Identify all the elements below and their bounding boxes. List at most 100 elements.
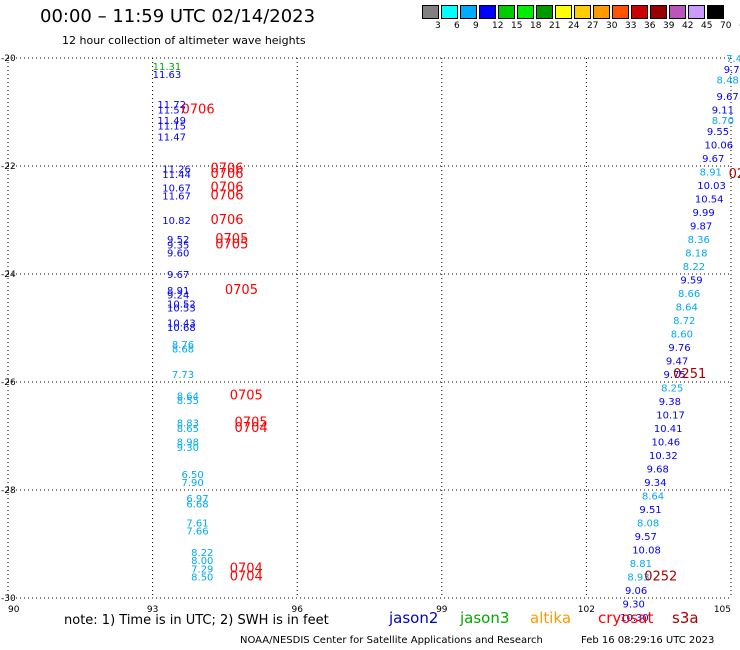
scale-label: 30 <box>606 21 618 31</box>
x-tick-label: 90 <box>8 605 20 615</box>
wave-height-label: 9.71 <box>724 65 740 76</box>
scale-label: 24 <box>568 21 580 31</box>
wave-height-label: 9.30 <box>623 599 645 610</box>
scale-label: 18 <box>530 21 542 31</box>
scale-swatch <box>707 5 724 19</box>
wave-height-label: 9.67 <box>717 92 739 103</box>
wave-height-label: 11.31 <box>153 62 182 73</box>
scale-swatch <box>498 5 515 19</box>
legend-altika: altika <box>530 609 572 627</box>
wave-height-label: 10.32 <box>649 451 678 462</box>
wave-height-label: 8.76 <box>172 340 194 351</box>
wave-height-label: 10.54 <box>695 194 724 205</box>
wave-height-label: 9.11 <box>712 105 734 116</box>
wave-height-label: 10.08 <box>632 545 661 556</box>
scale-swatch <box>631 5 648 19</box>
scale-label: 6 <box>454 21 460 31</box>
y-tick-label: -24 <box>1 270 16 280</box>
page-title: 00:00 – 11:59 UTC 02/14/2023 <box>40 6 316 27</box>
scale-swatch <box>555 5 572 19</box>
wave-height-label: 10.67 <box>162 184 191 195</box>
wave-height-label: 9.59 <box>680 275 702 286</box>
y-tick-label: -26 <box>1 378 16 388</box>
scale-swatch <box>612 5 629 19</box>
wave-height-label: 8.64 <box>676 302 698 313</box>
page-subtitle: 12 hour collection of altimeter wave hei… <box>62 34 306 47</box>
wave-height-label: 10.30 <box>620 613 649 624</box>
legend-jason3: jason3 <box>460 609 510 627</box>
wave-height-label: 11.63 <box>153 70 182 81</box>
wave-height-points: 11.3111.6311.7211.57070611.4911.1511.471… <box>153 54 740 624</box>
axis-tick-labels: 90 93 96 99 102 105 -20 -22 -24 -26 -28 -30 <box>1 54 731 615</box>
wave-height-label: 7.90 <box>182 478 204 489</box>
scale-label: 12 <box>492 21 504 31</box>
legend-cryosat: cryosat <box>598 609 654 627</box>
wave-height-label: 10.17 <box>656 410 685 421</box>
wave-height-label: 10.82 <box>162 216 191 227</box>
wave-height-label: 8.93 <box>627 572 649 583</box>
wave-height-label: 6.97 <box>186 494 208 505</box>
time-label: 0705 <box>215 232 248 247</box>
wave-height-label: 9.24 <box>167 291 189 302</box>
y-tick-label: -30 <box>1 594 16 604</box>
time-label: 0705 <box>215 237 248 252</box>
time-label: 0251 <box>673 367 706 382</box>
wave-height-label: 10.43 <box>167 319 196 330</box>
legend-jason2: jason2 <box>389 609 439 627</box>
time-label: 02 <box>729 167 740 182</box>
time-label: 0706 <box>210 189 243 204</box>
footer-credit: NOAA/NESDIS Center for Satellite Applica… <box>240 635 543 646</box>
wave-height-label: 8.00 <box>191 556 213 567</box>
wave-height-label: 6.50 <box>182 470 204 481</box>
wave-height-label: 10.41 <box>654 424 683 435</box>
wave-height-label: 9.75 <box>664 370 686 381</box>
wave-height-label: 9.51 <box>639 505 661 516</box>
wave-height-label: 10.52 <box>167 300 196 311</box>
time-label: 0705 <box>230 389 263 404</box>
scale-swatch <box>536 5 553 19</box>
wave-height-label: 9.60 <box>167 248 189 259</box>
wave-height-label: 8.22 <box>683 262 705 273</box>
wave-height-label: 8.08 <box>637 518 659 529</box>
y-tick-label: -22 <box>1 162 16 172</box>
wave-height-label: 9.57 <box>635 532 657 543</box>
scale-label: 39 <box>663 21 675 31</box>
scale-swatch <box>593 5 610 19</box>
wave-height-label: 9.38 <box>659 397 681 408</box>
wave-height-label: 9.99 <box>692 208 714 219</box>
scale-label: 45 <box>701 21 713 31</box>
scale-label: 36 <box>644 21 656 31</box>
wave-height-label: 7.40 <box>726 54 740 65</box>
scale-swatch <box>688 5 705 19</box>
wave-height-label: 8.64 <box>177 392 199 403</box>
wave-height-label: 10.06 <box>704 140 733 151</box>
wave-height-label: 10.68 <box>167 323 196 334</box>
time-label: 0705 <box>235 416 268 431</box>
scale-swatch <box>574 5 591 19</box>
scale-label: 70 <box>720 21 732 31</box>
wave-height-label: 9.67 <box>702 154 724 165</box>
wave-height-label: 7.29 <box>191 564 213 575</box>
time-label: 0705 <box>225 283 258 298</box>
wave-height-label: 8.18 <box>685 248 707 259</box>
wave-height-label: 7.73 <box>172 370 194 381</box>
wave-height-label: 8.68 <box>172 345 194 356</box>
time-label: 0706 <box>210 213 243 228</box>
wave-height-label: 10.53 <box>167 303 196 314</box>
wave-height-label: 9.47 <box>666 356 688 367</box>
wave-height-label: 8.98 <box>177 437 199 448</box>
wave-height-label: 8.25 <box>661 383 683 394</box>
scale-swatch <box>479 5 496 19</box>
wave-height-label: 7.66 <box>186 527 208 538</box>
wave-height-label: 8.64 <box>642 491 664 502</box>
note-text: note: 1) Time is in UTC; 2) SWH is in fe… <box>64 613 329 628</box>
scale-label: 33 <box>625 21 637 31</box>
wave-height-label: 11.57 <box>157 105 186 116</box>
wave-height-label: 9.87 <box>690 221 712 232</box>
scale-swatch <box>517 5 534 19</box>
grid-lines <box>7 57 732 599</box>
time-label: 0706 <box>210 181 243 196</box>
wave-height-label: 11.49 <box>157 116 186 127</box>
